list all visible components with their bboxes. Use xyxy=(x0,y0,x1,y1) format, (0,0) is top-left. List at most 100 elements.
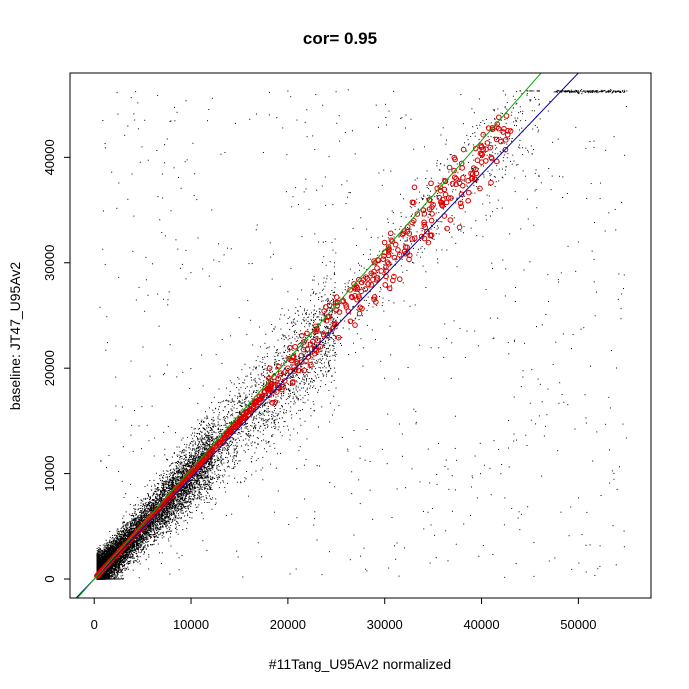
black-point xyxy=(186,469,188,471)
black-point xyxy=(140,519,142,521)
black-point xyxy=(212,409,214,411)
black-point xyxy=(176,499,178,501)
black-point xyxy=(190,480,192,482)
black-point xyxy=(113,548,115,550)
black-point xyxy=(169,518,171,520)
black-point xyxy=(212,417,214,419)
black-point xyxy=(197,437,199,439)
black-point xyxy=(127,528,129,530)
black-point xyxy=(121,552,123,554)
black-point xyxy=(161,498,163,500)
black-point xyxy=(186,482,188,484)
black-point xyxy=(182,452,184,454)
black-point xyxy=(147,532,149,534)
black-point xyxy=(177,483,179,485)
black-point xyxy=(155,472,157,474)
black-point xyxy=(155,539,157,541)
black-point xyxy=(180,507,182,509)
black-point xyxy=(192,455,194,457)
black-point xyxy=(153,479,155,481)
black-point xyxy=(145,530,147,532)
black-point xyxy=(175,482,177,484)
black-point xyxy=(626,90,628,92)
black-point xyxy=(159,528,161,530)
black-point xyxy=(205,467,207,469)
black-point xyxy=(135,520,137,522)
black-point xyxy=(112,565,114,567)
black-point xyxy=(153,499,155,501)
black-point xyxy=(176,483,178,485)
black-point xyxy=(191,493,193,495)
black-point xyxy=(109,571,111,573)
black-point xyxy=(127,561,129,563)
black-point xyxy=(126,530,128,532)
black-point xyxy=(597,90,599,92)
black-point xyxy=(116,569,118,571)
black-point xyxy=(188,483,190,485)
black-point xyxy=(126,552,128,554)
black-point xyxy=(198,475,200,477)
black-point xyxy=(206,466,208,468)
black-point xyxy=(126,526,128,528)
black-point xyxy=(190,443,192,444)
black-point xyxy=(148,496,150,498)
black-point xyxy=(120,533,122,535)
black-point xyxy=(208,433,210,434)
plot-area xyxy=(75,73,628,598)
black-point xyxy=(104,549,106,551)
black-point xyxy=(123,530,125,532)
black-point xyxy=(144,511,146,513)
black-point xyxy=(180,492,182,494)
black-point xyxy=(172,499,173,501)
black-point xyxy=(156,535,158,537)
black-point xyxy=(166,520,168,522)
black-point xyxy=(149,501,151,503)
black-point xyxy=(139,510,141,512)
black-point xyxy=(208,481,210,483)
black-point xyxy=(154,539,156,541)
black-point xyxy=(172,513,174,515)
black-point xyxy=(143,532,145,534)
black-point xyxy=(145,548,147,550)
black-point xyxy=(122,574,124,576)
black-point xyxy=(152,504,154,506)
black-point xyxy=(147,511,149,513)
black-point xyxy=(153,526,155,528)
black-point xyxy=(150,534,152,536)
black-point xyxy=(208,470,210,472)
black-point xyxy=(202,454,204,456)
black-point xyxy=(113,561,114,563)
black-point xyxy=(212,440,214,442)
black-point xyxy=(109,575,111,577)
black-point xyxy=(206,415,208,417)
black-point xyxy=(141,549,143,551)
black-point xyxy=(99,555,101,557)
black-point xyxy=(131,557,133,559)
black-point xyxy=(287,375,289,377)
black-point xyxy=(150,529,152,531)
black-point xyxy=(136,547,138,549)
black-point xyxy=(142,500,144,502)
black-point xyxy=(139,538,141,540)
black-point xyxy=(148,532,150,534)
black-point xyxy=(144,545,146,547)
black-point xyxy=(146,526,148,528)
black-point xyxy=(131,547,133,549)
black-point xyxy=(172,473,174,475)
black-point xyxy=(195,457,197,459)
black-point xyxy=(128,531,130,533)
black-point xyxy=(178,460,180,462)
black-point xyxy=(124,569,126,571)
black-point xyxy=(116,561,118,563)
black-point xyxy=(143,511,145,513)
black-point xyxy=(187,522,189,524)
black-point xyxy=(208,438,210,440)
black-point xyxy=(151,524,153,526)
black-point xyxy=(159,475,161,477)
black-point xyxy=(168,486,170,488)
black-point xyxy=(209,468,211,470)
black-point xyxy=(139,507,141,509)
black-point xyxy=(122,536,124,538)
black-point xyxy=(137,548,139,550)
